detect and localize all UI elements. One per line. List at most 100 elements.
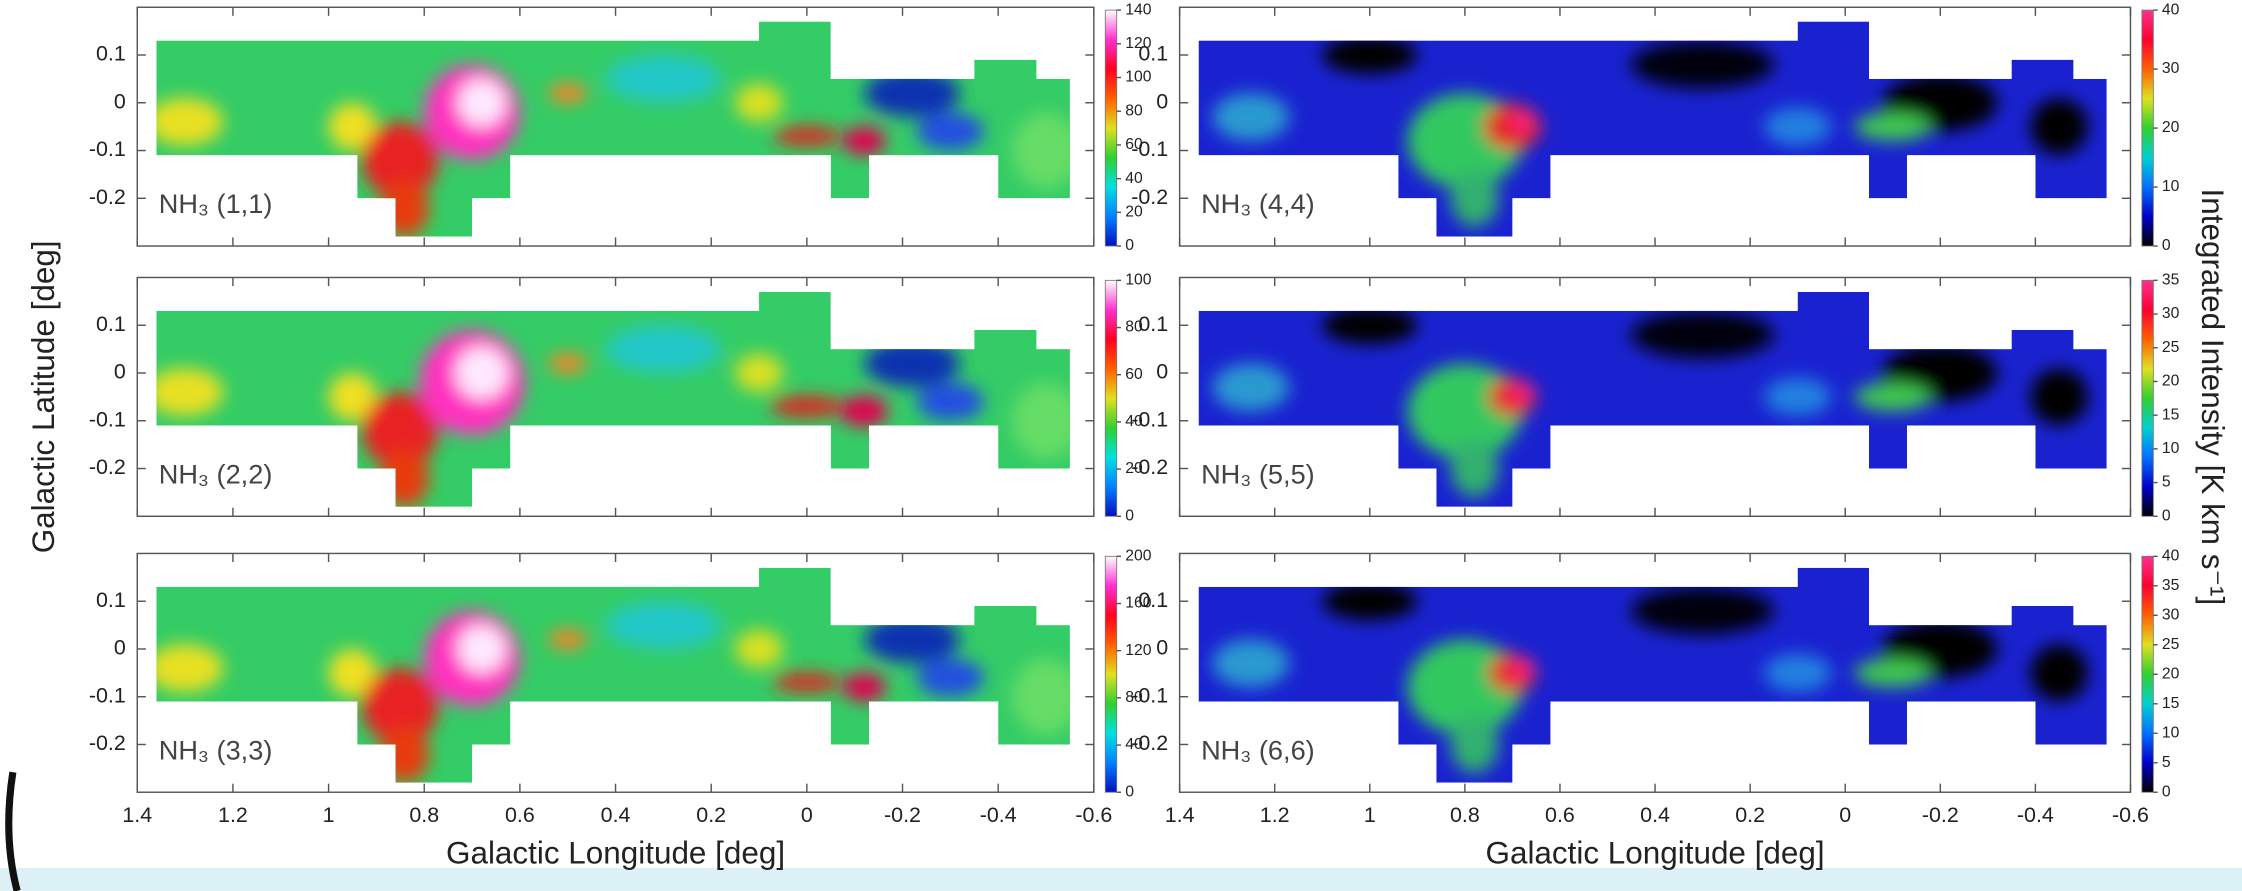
x-tick-label: 0.4	[601, 803, 631, 827]
intensity-blob	[2030, 644, 2088, 702]
intensity-blob	[864, 69, 960, 118]
colorbar-tick-label: 10	[2162, 178, 2180, 195]
intensity-blob	[328, 373, 377, 421]
intensity-blob	[605, 325, 721, 373]
colorbar-tick-label: 15	[2162, 406, 2180, 423]
colorbar-tick-label: 35	[2162, 272, 2180, 289]
colorbar-tick-label: 60	[1125, 136, 1143, 153]
colorbar-tick-label: 15	[2162, 695, 2180, 712]
y-tick-label: 0	[1156, 360, 1168, 384]
colorbar	[1104, 555, 1118, 793]
intensity-blob	[773, 126, 841, 146]
intensity-blob	[1630, 586, 1775, 635]
x-tick-label: 0.4	[1640, 803, 1670, 827]
y-tick-label: 0.1	[96, 312, 126, 336]
intensity-blob	[156, 644, 224, 692]
x-axis-label: Galactic Longitude [deg]	[446, 835, 785, 870]
colorbar-tick-label: 120	[1125, 642, 1151, 659]
map-image	[1198, 291, 2107, 507]
x-tick-label: -0.4	[980, 803, 1017, 827]
colorbar-tick-label: 0	[2162, 237, 2171, 254]
intensity-blob	[455, 346, 508, 400]
map-image	[156, 291, 1070, 507]
x-tick-label: 1	[1364, 803, 1376, 827]
x-tick-label: 1.4	[122, 803, 152, 827]
intensity-blob	[1854, 112, 1932, 141]
intensity-blob	[605, 601, 721, 649]
x-tick-label: -0.6	[2112, 803, 2149, 827]
colorbar-tick-label: 20	[2162, 373, 2180, 390]
y-tick-label: -0.2	[1131, 455, 1168, 479]
panel-label: NH₃ (4,4)	[1201, 188, 1315, 219]
intensity-blob	[1764, 107, 1832, 146]
intensity-blob	[769, 395, 844, 417]
intensity-blob	[1630, 40, 1775, 89]
intensity-blob	[328, 102, 377, 151]
intensity-blob	[1012, 382, 1070, 459]
y-tick-label: -0.1	[1131, 683, 1168, 707]
emission	[156, 601, 1070, 783]
colorbar-tick-label: 100	[1125, 272, 1151, 289]
x-tick-label: -0.2	[1922, 803, 1959, 827]
x-tick-label: 0.6	[505, 803, 535, 827]
map-image	[1198, 21, 2107, 237]
y-tick-label: 0	[1156, 89, 1168, 113]
intensity-blob	[1854, 382, 1932, 412]
x-tick-label: 0.2	[696, 803, 726, 827]
y-tick-label: 0.1	[96, 588, 126, 612]
intensity-blob	[457, 625, 506, 673]
x-tick-label: -0.2	[884, 803, 921, 827]
intensity-blob	[362, 121, 439, 199]
intensity-blob	[1321, 306, 1418, 345]
y-tick-label: -0.2	[1131, 731, 1168, 755]
intensity-blob	[2030, 98, 2088, 156]
y-tick-label: 0.1	[1138, 588, 1168, 612]
colorbar-tick-label: 0	[2162, 783, 2171, 800]
intensity-blob	[735, 353, 783, 393]
emission	[1212, 306, 2088, 498]
colorbar-tick-label: 160	[1125, 595, 1151, 612]
intensity-blob	[735, 629, 783, 669]
x-tick-label: 0.6	[1545, 803, 1575, 827]
map-base	[1198, 291, 2107, 507]
screen-edge	[5, 771, 21, 891]
intensity-blob	[457, 78, 506, 127]
colorbar-tick-label: 5	[2162, 474, 2171, 491]
map-base	[1198, 567, 2107, 783]
colorbar-tick-label: 0	[2162, 507, 2171, 524]
x-tick-label: 0.2	[1735, 803, 1765, 827]
colorbar-tick-label: 35	[2162, 577, 2180, 594]
colorbar-tick-label: 40	[1125, 170, 1143, 187]
colorbar-tick-label: 80	[1125, 102, 1143, 119]
y-tick-label: -0.1	[1131, 407, 1168, 431]
y-tick-label: 0.1	[1138, 312, 1168, 336]
y-tick-label: 0	[114, 89, 126, 113]
colorbar-tick-label: 20	[1125, 203, 1143, 220]
colorbar	[2141, 555, 2154, 793]
colorbar-tick-label: 200	[1125, 547, 1151, 564]
intensity-blob	[1509, 112, 1534, 132]
y-tick-label: -0.2	[89, 185, 126, 209]
intensity-blob	[548, 629, 587, 649]
intensity-blob	[1212, 93, 1290, 141]
colorbar-tick-label: 60	[1125, 366, 1143, 383]
intensity-blob	[1012, 112, 1070, 189]
y-tick-label: -0.2	[89, 731, 126, 755]
x-tick-label: -0.4	[2017, 803, 2054, 827]
colorbar-tick-label: 30	[2162, 606, 2180, 623]
intensity-blob	[916, 112, 984, 151]
intensity-blob	[864, 615, 960, 664]
colorbar-tick-label: 40	[1125, 736, 1143, 753]
intensity-blob	[156, 368, 224, 416]
colorbar-tick-label: 120	[1125, 35, 1151, 52]
panel-label: NH₃ (6,6)	[1201, 734, 1315, 765]
map-image	[1198, 567, 2107, 783]
x-tick-label: 1.2	[218, 803, 248, 827]
intensity-blob	[842, 672, 886, 702]
colorbar-tick-label: 40	[1125, 413, 1143, 430]
panel-label: NH₃ (2,2)	[159, 458, 273, 489]
intensity-blob	[1764, 377, 1832, 416]
intensity-blob	[1764, 653, 1832, 692]
map-image	[156, 567, 1070, 783]
intensity-blob	[1212, 639, 1290, 688]
